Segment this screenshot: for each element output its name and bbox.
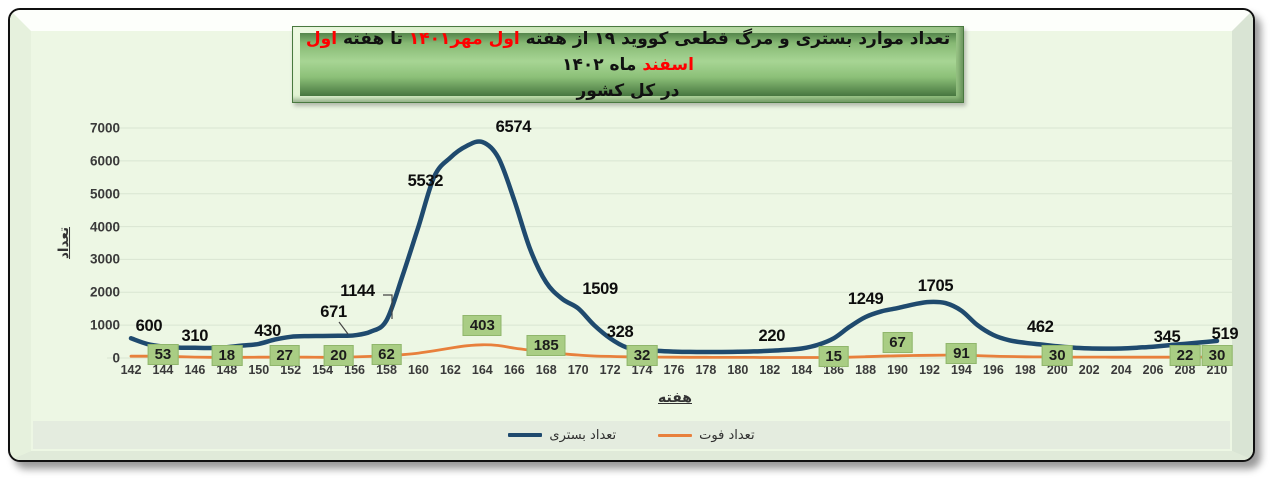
chart-title-plaque: تعداد موارد بستری و مرگ قطعی کووید ۱۹ از… xyxy=(292,26,964,103)
title-segment: اول اسفند xyxy=(305,28,694,75)
legend-label: تعداد فوت xyxy=(699,427,755,443)
chart-title: تعداد موارد بستری و مرگ قطعی کووید ۱۹ از… xyxy=(300,29,956,101)
legend: تعداد بستری تعداد فوت xyxy=(33,421,1230,449)
title-segment: تا هفته xyxy=(337,28,409,49)
title-segment: تعداد موارد بستری و مرگ قطعی کووید ۱۹ از… xyxy=(519,28,951,49)
legend-item-hospitalized: تعداد بستری xyxy=(508,428,616,443)
legend-label: تعداد بستری xyxy=(549,427,617,443)
legend-line-icon xyxy=(508,433,543,437)
title-segment: ماه ۱۴۰۲ xyxy=(562,54,643,75)
title-segment: اول مهر۱۴۰۱ xyxy=(408,28,520,49)
chart-title-line2: در کل کشور xyxy=(576,80,680,101)
legend-line-icon xyxy=(658,433,693,437)
legend-item-deaths: تعداد فوت xyxy=(658,427,755,443)
chart-title-line1: تعداد موارد بستری و مرگ قطعی کووید ۱۹ از… xyxy=(300,26,956,78)
